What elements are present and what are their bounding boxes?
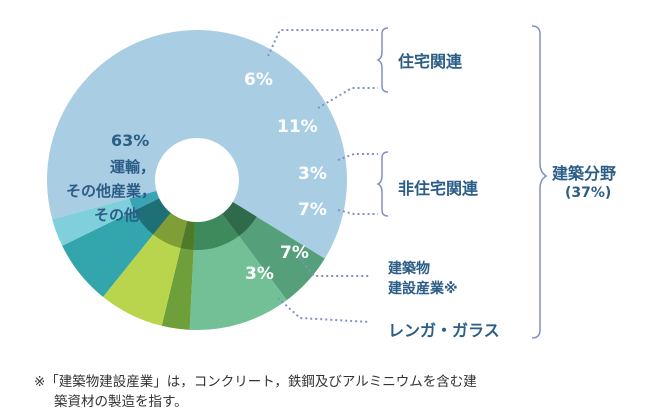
bracket-1	[376, 151, 389, 217]
slice-label-3-nonres: 3%	[298, 164, 327, 184]
inner-segment-4	[134, 198, 171, 235]
connector-4	[299, 257, 370, 277]
pie-hole	[155, 138, 239, 222]
group-label-residential: 住宅関連	[398, 52, 463, 71]
group-label-brick-glass: レンガ・ガラス	[388, 321, 500, 340]
slice-text-line1: 運輸，	[110, 158, 156, 176]
summary-label: 建築分野	[552, 164, 617, 183]
connector-0	[267, 29, 378, 57]
slice-text-line2: その他産業，	[66, 182, 157, 200]
connector-1	[317, 87, 378, 109]
inner-segment-1	[193, 213, 239, 250]
footnote-line2: 築資材の製造を指す。	[54, 394, 188, 410]
connector-lines	[267, 29, 378, 323]
slice-label-7-nonres: 7%	[298, 200, 327, 220]
group-label-construction-line1: 建築物	[388, 261, 430, 277]
inner-segment-2	[180, 220, 195, 250]
brackets	[376, 25, 548, 339]
slice-label-3-brick: 3%	[245, 264, 274, 284]
bracket-0	[376, 27, 389, 93]
slice-text-line3: その他	[94, 206, 140, 224]
slice-label-7-construction: 7%	[280, 243, 309, 263]
connector-3	[337, 209, 378, 215]
inner-ring	[129, 191, 257, 250]
group-label-nonresidential: 非住宅関連	[398, 179, 479, 198]
slice-label-6: 6%	[244, 70, 273, 90]
footnote: ※「建築物建設産業」は，コンクリート，鉄鋼及びアルミニウムを含む建 築資材の製造…	[34, 372, 634, 412]
slice-label-63: 63%	[111, 131, 150, 150]
footnote-line1: ※「建築物建設産業」は，コンクリート，鉄鋼及びアルミニウムを含む建	[34, 374, 477, 390]
inner-segment-3	[153, 212, 188, 249]
summary-value: (37%)	[565, 185, 612, 201]
connector-2	[337, 153, 378, 161]
inner-segment-0	[222, 202, 257, 237]
inner-segment-5	[129, 191, 160, 211]
connector-5	[277, 297, 371, 323]
slice-label-11: 11%	[277, 117, 318, 137]
bracket-2	[531, 25, 548, 339]
group-label-construction-line2: 建設産業※	[388, 281, 458, 297]
